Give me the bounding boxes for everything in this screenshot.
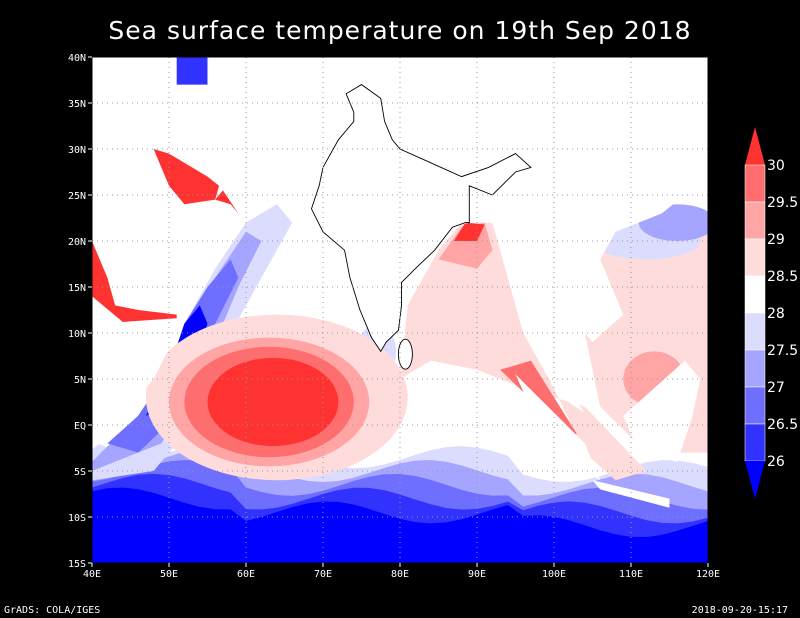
y-tick-label: 20N <box>68 237 86 248</box>
caspian-sea <box>176 57 208 85</box>
colorbar-label: 27.5 <box>767 343 798 359</box>
colorbar-label: 28 <box>767 306 785 322</box>
y-tick-label: 10N <box>68 329 86 340</box>
land-borneo <box>623 360 701 462</box>
warm-bob-1 <box>400 222 647 481</box>
colorbar-label: 29.5 <box>767 195 798 211</box>
cool-band-4 <box>92 487 708 563</box>
colorbar-segment <box>744 275 766 314</box>
land-africa <box>92 316 177 450</box>
gulf-of-oman <box>215 190 239 214</box>
y-tick-label: 10S <box>68 513 86 524</box>
y-tick-label: 40N <box>68 53 86 64</box>
colorbar-label: 26.5 <box>767 417 798 433</box>
colorbar-lower-arrow <box>745 461 765 499</box>
colorbar-segment <box>744 312 766 351</box>
land-sumatra <box>515 374 601 481</box>
persian-gulf <box>153 149 220 205</box>
land-java <box>592 480 670 508</box>
y-tick-label: EQ <box>74 421 86 432</box>
x-tick-label: 40E <box>83 569 101 580</box>
footer-timestamp: 2018-09-20-15:17 <box>691 605 788 616</box>
colorbar-segment <box>744 423 766 462</box>
colorbar-label: 26 <box>767 454 785 470</box>
warm-blob-4 <box>207 357 339 447</box>
colorbar-label: 30 <box>767 158 785 174</box>
colorbar-segment <box>744 201 766 240</box>
x-tick-label: 60E <box>237 569 255 580</box>
y-tick-label: 25N <box>68 191 86 202</box>
map-layers <box>92 57 708 563</box>
india-outline <box>310 84 532 353</box>
colorbar-label: 29 <box>767 232 785 248</box>
colorbar-segment <box>744 164 766 203</box>
colorbar-upper-arrow <box>745 127 765 165</box>
colorbar-segment <box>744 238 766 277</box>
x-tick-label: 90E <box>468 569 486 580</box>
colorbar-segment <box>744 386 766 425</box>
x-tick-label: 50E <box>160 569 178 580</box>
x-tick-label: 100E <box>542 569 566 580</box>
colorbar-label: 28.5 <box>767 269 798 285</box>
x-tick-label: 110E <box>619 569 643 580</box>
y-tick-label: 15S <box>68 559 86 570</box>
map-title: Sea surface temperature on 19th Sep 2018 <box>108 16 692 45</box>
x-tick-label: 120E <box>696 569 720 580</box>
footer-credit: GrADS: COLA/IGES <box>4 605 101 616</box>
y-tick-label: 5N <box>74 375 86 386</box>
x-tick-label: 80E <box>391 569 409 580</box>
colorbar-segment <box>744 349 766 388</box>
x-tick-label: 70E <box>314 569 332 580</box>
y-tick-label: 5S <box>74 467 86 478</box>
land-arabia <box>92 149 243 306</box>
y-tick-label: 35N <box>68 99 86 110</box>
srilanka-outline <box>397 338 413 370</box>
y-tick-label: 30N <box>68 145 86 156</box>
cool-west-3 <box>107 259 239 453</box>
colorbar-label: 27 <box>767 380 785 396</box>
gulf-of-aden <box>92 241 177 322</box>
y-tick-label: 15N <box>68 283 86 294</box>
